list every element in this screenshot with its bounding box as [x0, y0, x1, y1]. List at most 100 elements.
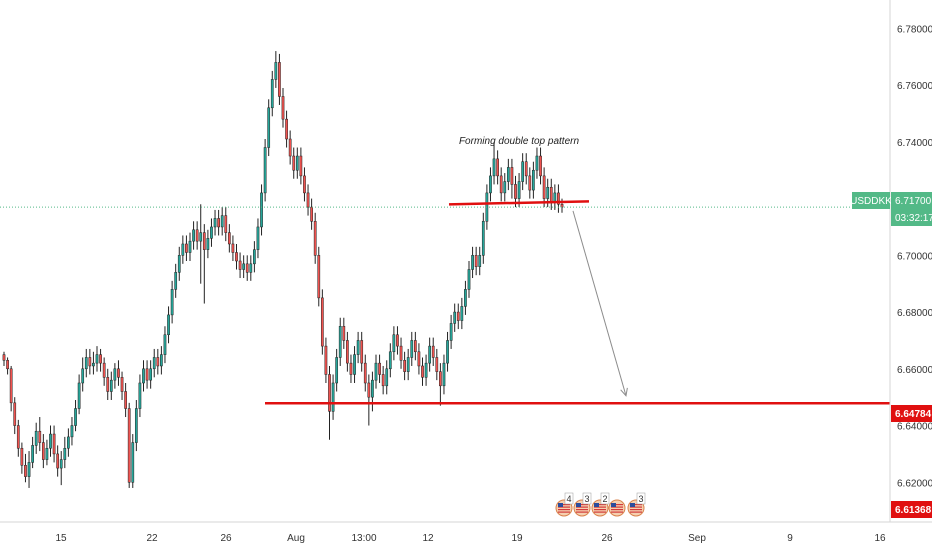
flag-circle — [608, 499, 626, 517]
candle — [464, 280, 467, 315]
candle — [167, 306, 170, 344]
candle — [471, 246, 474, 279]
candle — [288, 130, 292, 165]
flag-stripe — [611, 504, 623, 506]
candle — [160, 346, 163, 375]
flag-stripe — [630, 504, 642, 506]
candle-body — [188, 240, 192, 253]
candle-body — [9, 368, 13, 404]
candle-body — [124, 391, 127, 409]
candle-body — [346, 340, 349, 364]
candle — [170, 280, 174, 324]
candle-body — [295, 155, 299, 171]
candle — [270, 70, 274, 117]
candle — [310, 198, 313, 230]
candle — [163, 326, 167, 364]
candle-body — [170, 289, 174, 316]
candle — [213, 209, 217, 236]
price-tick-label: 6.66000 — [897, 365, 932, 376]
candle-body — [99, 354, 102, 364]
candle-body — [435, 357, 439, 372]
candle-body — [231, 243, 235, 253]
candle — [206, 229, 210, 259]
price-tick-label: 6.74000 — [897, 138, 932, 149]
candle — [360, 331, 364, 372]
time-axis[interactable]: 15 22 26 Aug 13:00 12 19 26 Sep 9 16 — [0, 521, 932, 544]
event-5-flag-icon[interactable]: 3 — [627, 492, 646, 517]
candle — [285, 110, 288, 148]
flag-stripe — [558, 511, 570, 513]
event-count-label: 3 — [584, 494, 589, 504]
price-tick-label: 6.62000 — [897, 478, 932, 489]
candle-body — [181, 243, 185, 256]
candle-body — [67, 436, 70, 449]
candle-body — [299, 155, 303, 177]
flag-stripe — [630, 511, 642, 513]
support-price-badge: 6.64784 — [891, 405, 932, 422]
candle — [188, 232, 192, 261]
time-tick-label: 13:00 — [351, 533, 376, 544]
candle-body — [34, 430, 38, 446]
event-2-flag-icon[interactable]: 3 — [573, 492, 592, 517]
candle — [481, 212, 485, 264]
candle-body — [514, 184, 517, 199]
candle-body — [439, 371, 442, 387]
candle — [313, 212, 317, 264]
flag-stripe — [558, 509, 570, 511]
candle — [306, 184, 310, 216]
event-1-flag-icon[interactable]: 4 — [555, 492, 574, 517]
candle — [185, 235, 188, 261]
candle-body — [503, 181, 507, 194]
event-count-bg — [636, 492, 646, 505]
support-price-badge-bg — [891, 405, 932, 422]
candle-body — [306, 192, 310, 208]
candle — [59, 451, 63, 486]
resistance-line[interactable] — [448, 200, 590, 206]
candle-body — [388, 351, 392, 370]
candle — [478, 246, 482, 276]
candle-body — [489, 175, 492, 194]
flag-stripe — [611, 509, 623, 511]
candle — [356, 331, 360, 364]
candle-body — [270, 79, 274, 109]
symbol-badge[interactable]: USDDKK — [850, 192, 892, 209]
event-4-flag-icon[interactable] — [608, 499, 626, 517]
economic-events[interactable]: 4 3 2 3 — [555, 492, 646, 517]
candle — [210, 218, 213, 247]
candle-body — [549, 186, 553, 202]
candle — [138, 374, 142, 418]
candle — [331, 374, 335, 420]
candle — [13, 397, 17, 435]
flag-stripe — [611, 506, 623, 508]
candle — [413, 331, 417, 361]
last-price-badge-bg — [891, 192, 932, 226]
flag-stripe — [576, 509, 588, 511]
projection-arrow[interactable] — [572, 210, 628, 397]
candle-body — [310, 206, 313, 222]
candle — [303, 167, 306, 202]
event-3-flag-icon[interactable]: 2 — [591, 492, 610, 517]
candle-body — [177, 255, 181, 273]
candle-body — [217, 218, 220, 228]
flag-stripe — [611, 511, 623, 513]
candle-body — [56, 453, 60, 469]
candle-body — [371, 379, 374, 398]
candle-body — [421, 365, 424, 378]
candle — [263, 139, 267, 202]
flag-stripe — [558, 504, 570, 506]
candle — [442, 354, 446, 395]
candle — [34, 422, 38, 454]
candle — [41, 434, 45, 469]
candle-body — [13, 402, 17, 426]
candle-body — [410, 340, 414, 358]
candle — [506, 158, 510, 191]
candle — [81, 357, 85, 392]
candle — [202, 224, 206, 304]
candle-body — [381, 374, 385, 387]
candle — [435, 348, 439, 381]
candle — [77, 374, 81, 415]
pattern-annotation[interactable]: Forming double top pattern — [459, 136, 580, 147]
candle — [431, 337, 435, 366]
